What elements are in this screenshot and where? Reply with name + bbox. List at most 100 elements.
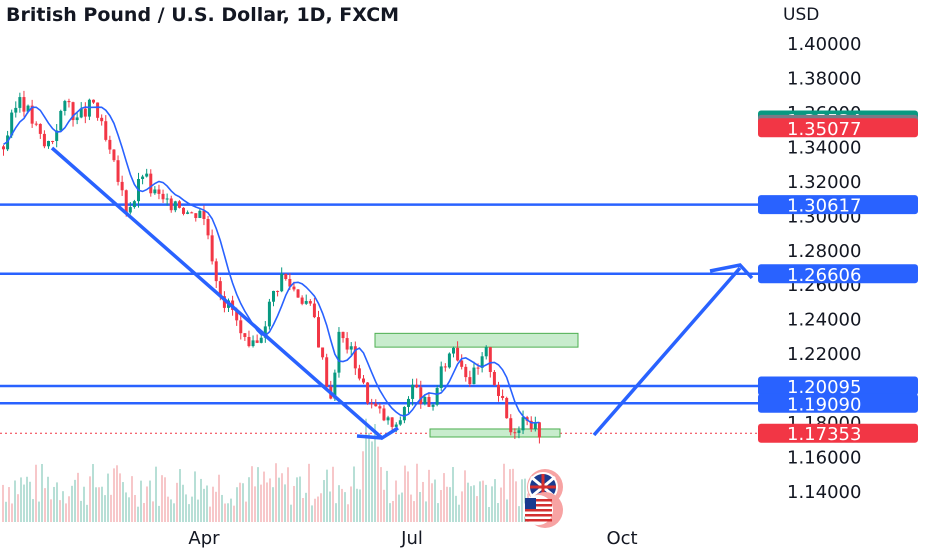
volume-bar — [221, 494, 223, 522]
us-flag-stripe — [525, 499, 552, 502]
candle-body — [312, 303, 316, 318]
candle-body — [431, 404, 435, 407]
candle-body — [128, 207, 132, 213]
candle-body — [214, 261, 218, 282]
candle-body — [308, 301, 312, 304]
volume-bar — [245, 501, 247, 522]
candle-body — [169, 198, 173, 211]
volume-bar — [461, 491, 463, 522]
volume-bar — [266, 482, 268, 522]
volume-bar — [209, 506, 211, 522]
volume-bar — [14, 480, 16, 522]
volume-bar — [170, 499, 172, 522]
candle-body — [398, 420, 402, 425]
volume-bar — [302, 497, 304, 522]
trend-line-down — [50, 146, 399, 441]
volume-bar — [59, 500, 61, 522]
candle-body — [251, 340, 255, 347]
volume-bar — [158, 505, 160, 522]
volume-bar — [98, 487, 100, 522]
volume-bar — [23, 484, 25, 522]
candle-body — [317, 317, 320, 348]
us-flag-stripe — [525, 514, 552, 517]
trend-arrow-head — [356, 434, 383, 440]
volume-bar — [71, 485, 73, 522]
candle-body — [337, 331, 341, 373]
candle-body — [452, 347, 455, 354]
volume-bar — [299, 476, 301, 522]
price-tag-value: 1.30617 — [787, 196, 861, 217]
volume-bar — [410, 494, 412, 522]
candle-body — [222, 296, 226, 308]
volume-bar — [329, 491, 331, 522]
support-zone — [429, 428, 561, 438]
volume-bar — [380, 467, 382, 522]
volume-bar — [122, 482, 124, 522]
volume-bar — [335, 503, 337, 522]
x-tick-label: Oct — [606, 528, 637, 549]
volume-bar — [356, 488, 358, 522]
volume-bar — [143, 502, 145, 522]
volume-bar — [470, 486, 472, 522]
candle-body — [292, 286, 296, 290]
candle-body — [497, 384, 500, 396]
volume-bar — [68, 496, 70, 522]
price-tag-value: 1.26606 — [787, 265, 861, 286]
candle-body — [18, 97, 22, 108]
volume-bar — [269, 478, 271, 522]
volume-bar — [2, 484, 4, 522]
candle-body — [55, 130, 59, 141]
volume-bar — [401, 492, 403, 522]
volume-bar — [518, 506, 520, 522]
candle-body — [443, 366, 447, 368]
volume-bar — [140, 480, 142, 522]
volume-bar — [305, 492, 307, 522]
candle-body — [464, 366, 468, 378]
candle-body — [157, 189, 161, 194]
candle-body — [67, 101, 71, 103]
candle-body — [239, 320, 243, 334]
x-tick-label: Jul — [400, 528, 423, 549]
volume-bar — [116, 465, 118, 522]
volume-bar — [86, 504, 88, 522]
candle-body — [63, 101, 67, 111]
volume-bar — [167, 496, 169, 522]
volume-bar — [281, 473, 283, 522]
candle-body — [304, 301, 308, 304]
volume-bar — [263, 471, 265, 522]
volume-bar — [437, 503, 439, 522]
volume-bar — [275, 463, 277, 522]
volume-bar — [368, 432, 370, 522]
candle-body — [484, 347, 488, 357]
volume-bar — [11, 503, 13, 522]
candle-body — [492, 371, 496, 385]
candle-body — [108, 139, 112, 150]
volume-bar — [257, 467, 259, 522]
candle-body — [407, 398, 410, 407]
volume-bar — [218, 474, 220, 522]
volume-bar — [347, 504, 349, 522]
volume-bar — [92, 464, 94, 522]
volume-bar — [8, 487, 10, 522]
price-tag-value: 1.20095 — [787, 377, 861, 398]
volume-bar — [35, 464, 37, 522]
volume-bar — [482, 480, 484, 522]
candle-body — [296, 289, 300, 298]
candle-body — [104, 121, 108, 140]
volume-bar — [206, 485, 208, 522]
price-tag — [758, 118, 918, 138]
volume-bar — [353, 466, 355, 522]
candle-body — [259, 337, 263, 343]
candle-body — [300, 297, 304, 304]
candle-body — [153, 189, 157, 194]
candle-body — [182, 207, 185, 214]
candle-body — [533, 422, 537, 429]
y-tick-label: 1.40000 — [787, 34, 861, 55]
volume-bar — [44, 488, 46, 522]
volume-bar — [134, 494, 136, 522]
candle-body — [79, 108, 83, 118]
volume-bar — [389, 503, 391, 522]
candle-body — [362, 378, 365, 383]
volume-bar — [371, 441, 373, 522]
